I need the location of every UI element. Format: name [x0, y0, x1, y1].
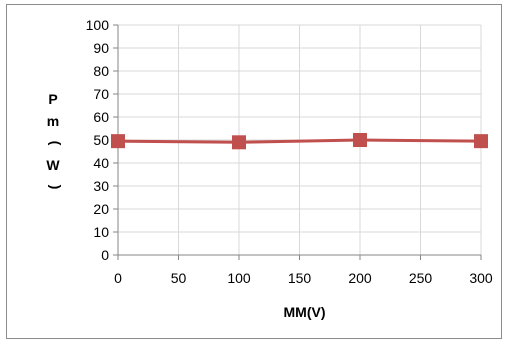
x-tick-labels: 0 50 100 150 200 250 300	[114, 270, 493, 286]
y-tick-labels: 0 10 20 30 40 50 60 70 80 90 100	[86, 17, 110, 263]
y-axis-label-char: (	[45, 184, 61, 189]
x-tick-label: 250	[409, 270, 433, 286]
data-point	[111, 134, 125, 149]
y-axis-label: Pm) W (	[45, 91, 61, 189]
y-tick-label: 30	[93, 178, 109, 194]
series	[111, 133, 488, 150]
x-tick-label: 50	[171, 270, 187, 286]
grid	[118, 24, 482, 255]
y-tick-label: 40	[93, 155, 109, 171]
x-tick-label: 150	[288, 270, 312, 286]
x-axis-label: MM(V)	[284, 304, 326, 320]
y-tick-label: 0	[101, 247, 109, 263]
x-tick-label: 0	[114, 270, 122, 286]
chart-frame	[6, 4, 502, 339]
y-tick-label: 20	[93, 201, 109, 217]
y-tick-label: 70	[93, 86, 109, 102]
y-tick-label: 50	[93, 132, 109, 148]
x-tick-label: 300	[469, 270, 493, 286]
y-tick-label: 10	[93, 224, 109, 240]
y-tick-label: 90	[93, 40, 109, 56]
x-tick-label: 100	[227, 270, 251, 286]
y-axis-label-char: m	[47, 113, 59, 129]
data-point	[474, 134, 488, 149]
y-tick-label: 100	[86, 17, 110, 33]
y-axis-label-char: )	[45, 141, 61, 146]
y-tick-label: 80	[93, 63, 109, 79]
y-tick-label: 60	[93, 109, 109, 125]
x-tick-label: 200	[348, 270, 372, 286]
y-axis-label-char: W	[46, 157, 60, 173]
series-line	[117, 138, 482, 144]
data-point	[232, 135, 246, 150]
y-axis-label-char: P	[48, 91, 57, 107]
data-point	[353, 133, 367, 147]
